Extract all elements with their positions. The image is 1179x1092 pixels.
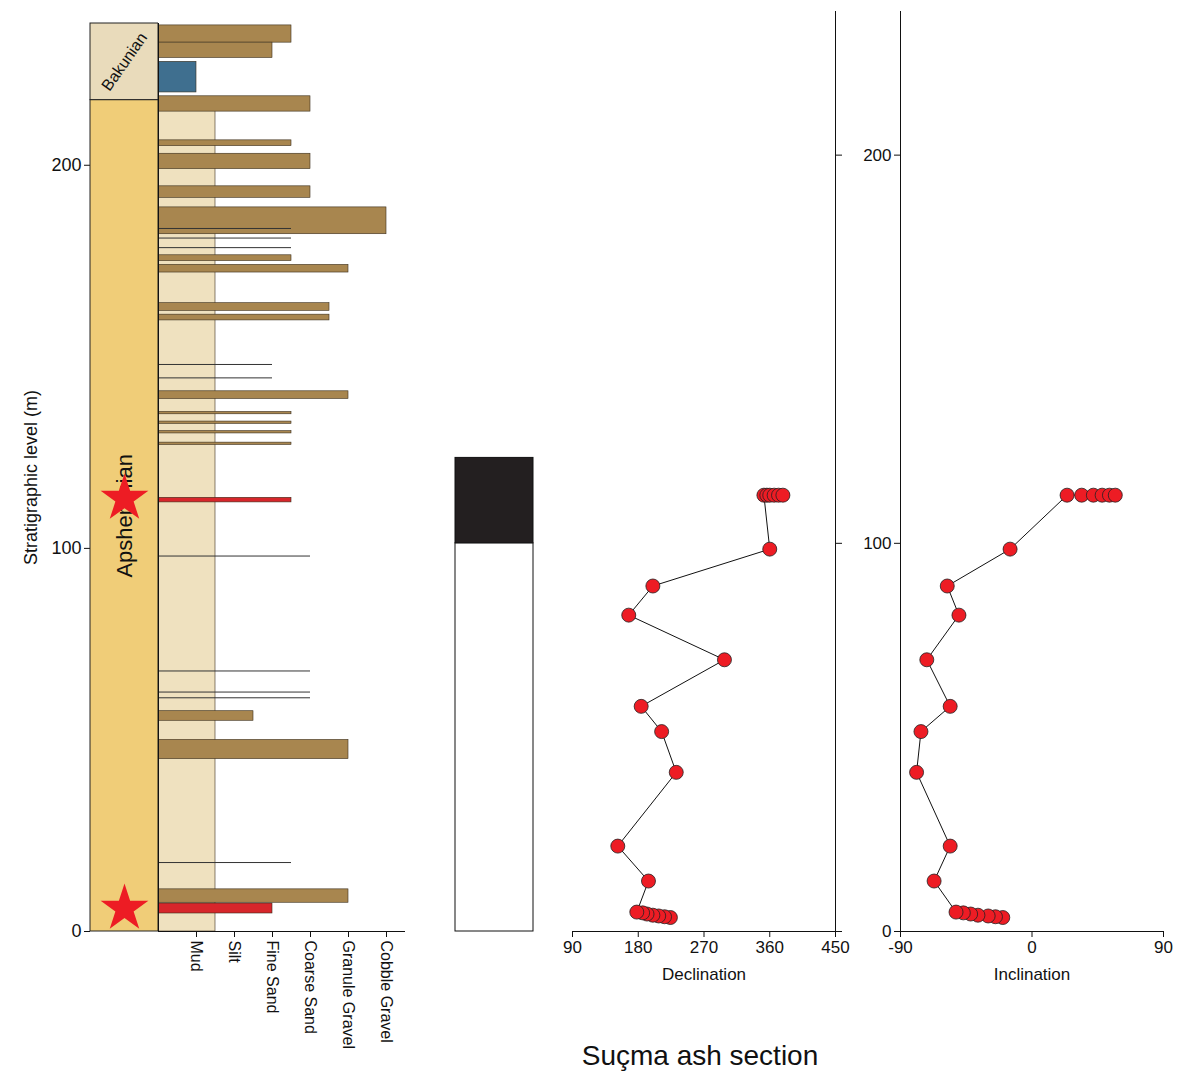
svg-text:450: 450 <box>821 938 849 957</box>
svg-text:Silt: Silt <box>226 941 243 964</box>
svg-text:100: 100 <box>863 534 891 553</box>
html-text:Suçma ash section: Suçma ash section <box>581 1040 819 1071</box>
svg-text:0: 0 <box>1027 938 1036 957</box>
svg-text:Mud: Mud <box>188 941 205 972</box>
svg-text:Fine Sand: Fine Sand <box>264 941 281 1014</box>
svg-text:Inclination: Inclination <box>994 965 1071 984</box>
svg-text:180: 180 <box>624 938 652 957</box>
svg-text:-90: -90 <box>888 938 913 957</box>
svg-text:Bakunian: Bakunian <box>98 29 150 93</box>
svg-text:90: 90 <box>1154 938 1173 957</box>
svg-text:200: 200 <box>51 155 81 175</box>
svg-text:270: 270 <box>690 938 718 957</box>
svg-text:90: 90 <box>563 938 582 957</box>
svg-text:200: 200 <box>863 146 891 165</box>
svg-text:100: 100 <box>51 538 81 558</box>
svg-text:Coarse Sand: Coarse Sand <box>302 941 319 1034</box>
svg-text:Stratigraphic level (m): Stratigraphic level (m) <box>21 390 41 565</box>
svg-text:Declination: Declination <box>662 965 746 984</box>
svg-text:Apsheronian: Apsheronian <box>112 454 137 578</box>
svg-text:360: 360 <box>756 938 784 957</box>
svg-text:Granule Gravel: Granule Gravel <box>340 941 357 1050</box>
svg-text:Cobble Gravel: Cobble Gravel <box>378 941 395 1043</box>
svg-text:0: 0 <box>71 921 81 941</box>
svg-text:0: 0 <box>882 921 892 941</box>
